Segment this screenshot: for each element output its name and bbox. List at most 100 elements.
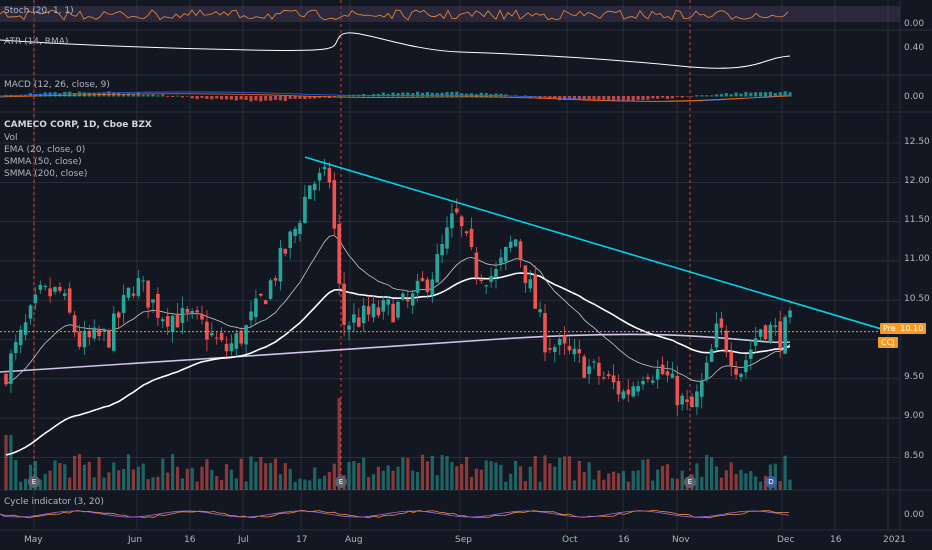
volume-bar <box>117 470 121 490</box>
candle-body <box>322 166 327 170</box>
volume-bar <box>161 458 165 490</box>
indicator-ema[interactable]: EMA (20, close, 0) <box>4 145 86 155</box>
earnings-marker[interactable]: E <box>684 476 696 488</box>
dividend-marker[interactable]: D <box>765 476 777 488</box>
candle-body <box>116 312 121 318</box>
macd-bar <box>656 96 660 99</box>
macd-bar <box>754 92 758 97</box>
candle-body <box>112 313 116 351</box>
macd-bar <box>171 96 175 98</box>
volume-bar <box>396 466 400 490</box>
volume-bar <box>465 456 469 490</box>
macd-bar <box>719 93 723 97</box>
macd-bar <box>195 96 199 100</box>
volume-bar <box>244 481 248 490</box>
price-tick: 9.50 <box>904 372 925 382</box>
candle-body <box>469 228 474 248</box>
volume-bar <box>357 462 361 490</box>
candle-body <box>131 293 136 296</box>
candle-body <box>543 313 547 353</box>
candle-body <box>401 293 405 300</box>
volume-bar <box>254 461 258 490</box>
macd-bar <box>607 96 611 101</box>
volume-bar <box>264 463 268 490</box>
volume-bar <box>636 470 640 490</box>
volume-bar <box>126 454 131 490</box>
macd-bar <box>229 96 233 100</box>
volume-bar <box>141 463 145 490</box>
candle-body <box>165 316 170 327</box>
volume-bar <box>107 472 111 490</box>
atr-label[interactable]: ATR (14, RMA) <box>4 37 69 47</box>
macd-bar <box>685 96 689 97</box>
candle-body <box>210 333 214 336</box>
macd-bar <box>494 93 498 97</box>
candle-body <box>214 337 219 339</box>
candle-body <box>753 338 758 346</box>
cycle-label[interactable]: Cycle indicator (3, 20) <box>4 497 104 507</box>
candle-body <box>513 239 518 247</box>
volume-bar <box>239 458 243 490</box>
volume-bar <box>180 478 184 490</box>
volume-bar <box>112 462 116 490</box>
macd-bar <box>450 91 454 97</box>
macd-bar <box>543 96 547 98</box>
stoch-label[interactable]: Stoch (20, 1, 1) <box>4 6 74 16</box>
volume-bar <box>499 464 503 490</box>
macd-bar <box>430 92 434 97</box>
volume-bar <box>665 464 670 490</box>
volume-bar <box>474 468 478 490</box>
price-tick: 10.50 <box>904 294 930 304</box>
macd-bar <box>38 93 42 97</box>
macd-bar <box>734 92 738 97</box>
candle-body <box>670 373 675 378</box>
volume-bar <box>572 480 576 490</box>
volume-bar <box>440 455 444 490</box>
macd-label[interactable]: MACD (12, 26, close, 9) <box>4 80 110 90</box>
volume-bar <box>205 459 209 490</box>
candle-body <box>195 310 199 313</box>
macd-bar <box>783 91 787 97</box>
candle-body <box>557 338 562 345</box>
macd-bar <box>435 92 439 97</box>
volume-bar <box>269 462 273 490</box>
volume-bar <box>739 469 743 490</box>
candle-body <box>352 314 356 323</box>
volume-bar <box>19 481 23 490</box>
earnings-marker[interactable]: E <box>335 476 347 488</box>
candle-body <box>347 325 351 330</box>
volume-bar <box>151 477 155 490</box>
macd-bar <box>729 94 733 97</box>
candle-body <box>317 172 322 181</box>
volume-bar <box>175 466 180 490</box>
smma200-line <box>0 333 791 373</box>
macd-bar <box>484 93 488 97</box>
earnings-marker[interactable]: E <box>28 476 40 488</box>
macd-bar <box>151 94 155 97</box>
candle-body <box>611 375 616 383</box>
candle-body <box>553 347 557 352</box>
volume-bar <box>102 477 106 490</box>
volume-bar <box>435 475 439 490</box>
volume-bar <box>156 476 160 490</box>
indicator-smma200[interactable]: SMMA (200, close) <box>4 169 88 179</box>
macd-bar <box>367 95 371 97</box>
candle-body <box>763 325 768 340</box>
volume-bar <box>63 464 67 490</box>
volume-bar <box>749 471 753 490</box>
time-tick: Nov <box>672 535 690 545</box>
volume-bar <box>322 475 327 490</box>
candle-body <box>660 364 665 375</box>
volume-bar <box>592 479 596 490</box>
candle-body <box>376 307 381 316</box>
macd-bar <box>273 96 278 100</box>
indicator-smma50[interactable]: SMMA (50, close) <box>4 157 82 167</box>
volume-bar <box>484 460 488 490</box>
candle-body <box>651 380 655 383</box>
macd-bar <box>577 96 581 100</box>
candle-body <box>641 381 645 385</box>
macd-bar <box>396 93 400 97</box>
volume-bar <box>318 478 322 490</box>
indicator-vol[interactable]: Vol <box>4 133 18 143</box>
